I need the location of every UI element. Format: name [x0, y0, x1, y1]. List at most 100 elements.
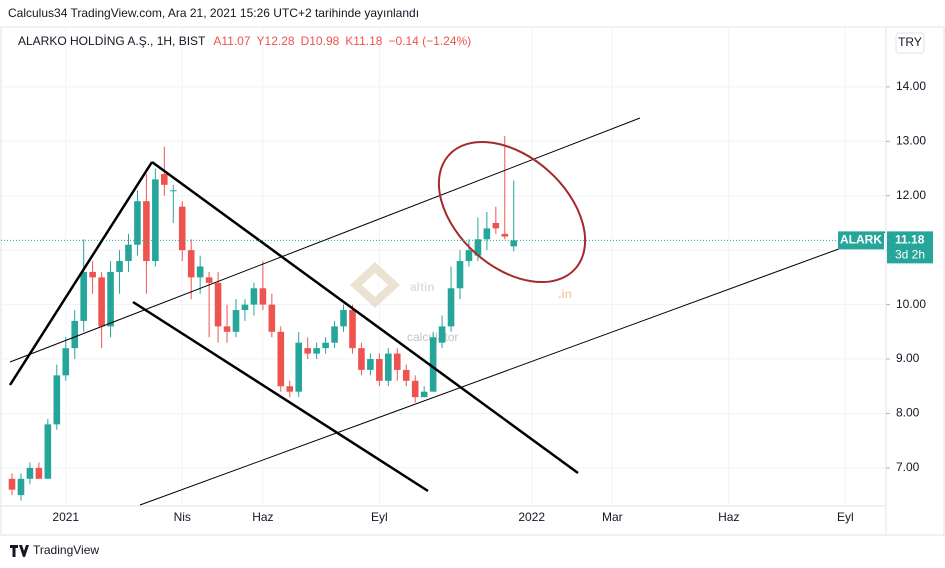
candle-body: [250, 288, 258, 305]
candle-body: [420, 391, 428, 398]
price-tag-countdown: 3d 2h: [895, 248, 925, 262]
watermark-word: altin: [410, 280, 435, 294]
symbol-tag-label: ALARK: [840, 233, 882, 247]
candle-body: [268, 304, 276, 332]
candle-body: [492, 222, 500, 229]
candle-body: [152, 179, 159, 262]
candle-body: [465, 250, 473, 262]
candle-body: [169, 190, 177, 192]
candle-body: [501, 233, 509, 237]
candle-body: [116, 261, 123, 272]
candle-body: [26, 467, 34, 479]
x-tick-label: 2022: [518, 510, 545, 524]
candle-body: [447, 288, 455, 327]
x-tick-label: Haz: [718, 510, 739, 524]
candle-body: [304, 348, 311, 354]
candle-body: [259, 288, 267, 305]
ohlc-value: K11.18: [345, 34, 382, 48]
symbol: ALARKO HOLDİNG A.Ş., 1H, BIST: [18, 34, 206, 48]
currency: TRY: [898, 35, 922, 49]
trend-line: [132, 300, 429, 493]
price-tag: [887, 231, 933, 264]
candle-body: [331, 326, 338, 343]
candle-body: [241, 304, 249, 311]
candle-body: [438, 326, 446, 343]
candles: [8, 135, 518, 501]
watermark-suffix: .in: [558, 287, 572, 301]
y-tick-label: 13.00: [896, 133, 926, 147]
candle-body: [134, 201, 141, 245]
candle-body: [223, 326, 231, 332]
candle-body: [35, 467, 43, 479]
y-tick-label: 14.00: [896, 79, 926, 93]
x-tick-label: Haz: [252, 510, 273, 524]
candle-body: [322, 342, 329, 349]
x-tick-label: Mar: [602, 510, 623, 524]
candle-body: [367, 359, 374, 370]
candle-body: [214, 282, 222, 327]
x-tick-label: Nis: [174, 510, 191, 524]
x-tick-label: Eyl: [837, 510, 854, 524]
candle-body: [510, 240, 518, 247]
drawings: [8, 117, 886, 506]
watermark-logo-inner: [362, 273, 388, 297]
x-tick-label: Eyl: [371, 510, 388, 524]
symbol-tag: [838, 231, 884, 250]
candle-body: [385, 353, 392, 381]
candle-body: [53, 375, 61, 425]
candle-body: [107, 271, 114, 327]
candle-body: [44, 424, 52, 479]
trend-line: [151, 160, 579, 475]
candle-body: [429, 337, 437, 392]
candle-body: [125, 244, 132, 262]
candle-body: [232, 310, 240, 332]
candle-body: [17, 478, 25, 496]
candle-body: [286, 386, 294, 392]
candle-body: [411, 380, 419, 398]
candle-body: [89, 271, 96, 278]
candle-body: [402, 369, 410, 381]
candle-body: [358, 348, 365, 370]
frame: [0, 26, 945, 536]
footer-logo: [10, 545, 29, 557]
candle-body: [456, 261, 464, 289]
currency-box: [895, 32, 925, 54]
change: −0.14 (−1.24%): [388, 34, 471, 48]
candle-body: [8, 478, 16, 490]
candle-body: [205, 277, 213, 283]
candle-body: [376, 359, 383, 381]
candle-body: [143, 201, 150, 262]
y-tick-label: 7.00: [896, 460, 920, 474]
candle-body: [474, 239, 482, 256]
y-tick-label: 10.00: [896, 297, 926, 311]
candle-body: [161, 173, 168, 185]
candle-body: [340, 310, 347, 327]
header: Calculus34 TradingView.com, Ara 21, 2021…: [8, 6, 419, 20]
highlight-ellipse: [437, 140, 587, 284]
ohlc-value: D10.98: [301, 34, 340, 48]
candle-body: [187, 250, 195, 278]
candle-body: [196, 266, 204, 278]
candle-body: [277, 331, 285, 387]
trend-line: [8, 161, 154, 386]
candle-body: [62, 348, 70, 376]
price-tag-value: 11.18: [895, 233, 925, 247]
candle-body: [71, 320, 79, 349]
candle-body: [349, 310, 356, 349]
y-tick-label: 8.00: [896, 406, 920, 420]
ohlc-value: A11.07: [213, 34, 250, 48]
candle-body: [483, 228, 491, 240]
footer-text: TradingView: [33, 543, 99, 557]
legend: ALARKO HOLDİNG A.Ş., 1H, BIST A11.07 Y12.…: [18, 34, 471, 48]
y-tick-label: 9.00: [896, 351, 920, 365]
candle-body: [80, 271, 87, 321]
candle-body: [295, 342, 303, 392]
channel-line: [139, 231, 886, 506]
candle-body: [98, 277, 105, 327]
y-tick-label: 12.00: [896, 188, 926, 202]
candle-body: [313, 348, 320, 354]
candle-body: [393, 353, 401, 370]
ohlc-value: Y12.28: [257, 34, 295, 48]
